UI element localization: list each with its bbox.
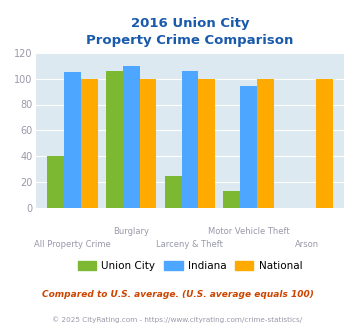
Text: Compared to U.S. average. (U.S. average equals 100): Compared to U.S. average. (U.S. average … [42,290,313,299]
Bar [316,79,333,208]
Bar [198,79,215,208]
Text: Burglary: Burglary [113,227,149,236]
Bar [64,72,81,208]
Bar [47,156,64,208]
Bar [181,71,198,208]
Text: Motor Vehicle Theft: Motor Vehicle Theft [208,227,289,236]
Text: All Property Crime: All Property Crime [34,240,111,249]
Bar [224,191,240,208]
Bar [257,79,274,208]
Text: © 2025 CityRating.com - https://www.cityrating.com/crime-statistics/: © 2025 CityRating.com - https://www.city… [53,316,302,323]
Bar [165,176,181,208]
Text: Larceny & Theft: Larceny & Theft [157,240,223,249]
Bar [240,86,257,208]
Legend: Union City, Indiana, National: Union City, Indiana, National [73,256,306,275]
Bar [123,66,140,208]
Bar [140,79,156,208]
Bar [81,79,98,208]
Bar [106,71,123,208]
Title: 2016 Union City
Property Crime Comparison: 2016 Union City Property Crime Compariso… [86,17,294,48]
Text: Arson: Arson [295,240,320,249]
